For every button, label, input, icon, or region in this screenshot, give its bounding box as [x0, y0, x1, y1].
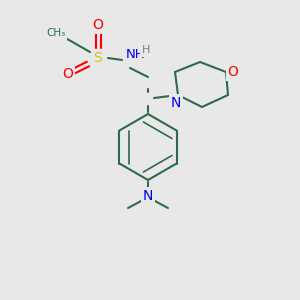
Text: N: N: [171, 96, 181, 110]
Text: CH₃: CH₃: [46, 28, 66, 38]
Text: S: S: [94, 51, 102, 65]
Text: H: H: [142, 45, 150, 55]
Text: N: N: [143, 189, 153, 203]
Text: O: O: [93, 18, 104, 32]
Text: O: O: [228, 65, 238, 79]
Text: NH: NH: [126, 49, 146, 62]
Text: O: O: [63, 67, 74, 81]
